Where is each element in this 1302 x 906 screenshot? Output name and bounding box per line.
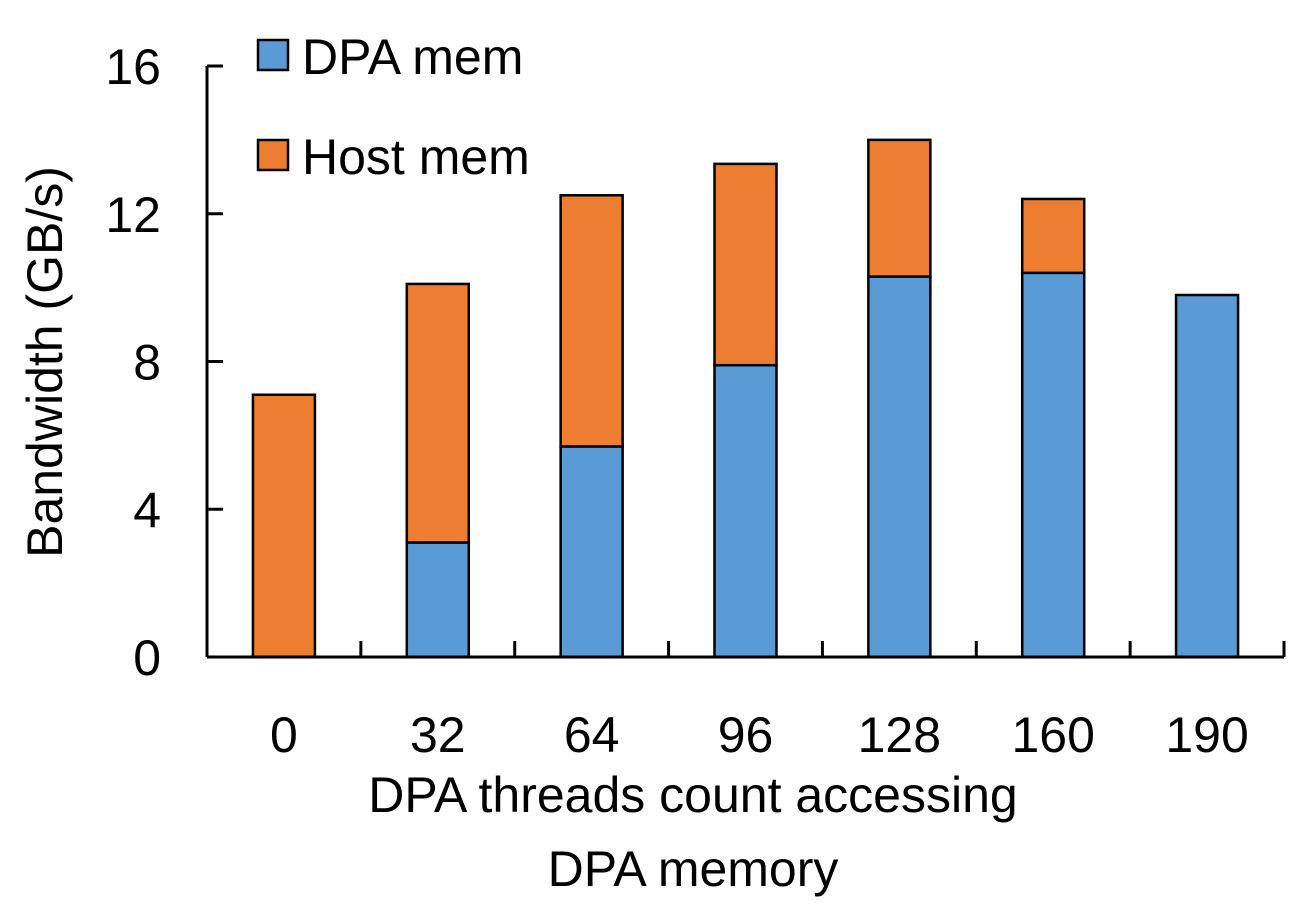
y-tick-label: 16 bbox=[105, 39, 161, 95]
x-axis-title-line-1: DPA threads count accessing bbox=[368, 767, 1017, 823]
x-tick-label: 96 bbox=[718, 707, 774, 763]
legend-item-dpa-mem: DPA mem bbox=[256, 29, 523, 85]
bar-dpa-mem-32 bbox=[405, 541, 471, 659]
bar-dpa-mem-128 bbox=[867, 275, 932, 659]
bar-host-mem-96 bbox=[713, 162, 778, 367]
y-tick-label: 4 bbox=[133, 482, 161, 538]
x-tick-label: 0 bbox=[270, 707, 298, 763]
x-tick-label: 32 bbox=[410, 707, 466, 763]
y-ticks: 0 4 8 12 16 bbox=[105, 39, 223, 686]
bar-host-mem-160 bbox=[1020, 197, 1086, 275]
bar-host-mem-32 bbox=[405, 282, 471, 544]
y-tick-label: 12 bbox=[105, 187, 161, 243]
legend-label-host-mem: Host mem bbox=[302, 129, 530, 185]
x-tick-label: 160 bbox=[1011, 707, 1094, 763]
legend: DPA mem Host mem bbox=[256, 29, 530, 185]
bars-layer bbox=[251, 138, 1240, 659]
bar-host-mem-64 bbox=[559, 194, 624, 448]
legend-swatch-dpa-mem bbox=[256, 38, 290, 72]
y-axis-title: Bandwidth (GB/s) bbox=[17, 166, 73, 558]
legend-item-host-mem: Host mem bbox=[256, 129, 530, 185]
legend-label-dpa-mem: DPA mem bbox=[302, 29, 523, 85]
bar-dpa-mem-190 bbox=[1174, 293, 1240, 659]
bar-host-mem-0 bbox=[251, 393, 317, 659]
x-tick-label: 64 bbox=[564, 707, 620, 763]
bar-host-mem-128 bbox=[867, 138, 932, 278]
x-axis-title-line-2: DPA memory bbox=[548, 841, 839, 897]
bar-dpa-mem-160 bbox=[1020, 271, 1086, 659]
y-tick-label: 8 bbox=[133, 335, 161, 391]
x-tick-label: 190 bbox=[1165, 707, 1248, 763]
x-ticks: 0 32 64 96 128 160 190 bbox=[270, 641, 1286, 763]
bar-dpa-mem-64 bbox=[559, 445, 624, 659]
bar-dpa-mem-96 bbox=[713, 363, 778, 659]
y-tick-label: 0 bbox=[133, 630, 161, 686]
x-tick-label: 128 bbox=[858, 707, 941, 763]
legend-swatch-host-mem bbox=[256, 138, 290, 172]
